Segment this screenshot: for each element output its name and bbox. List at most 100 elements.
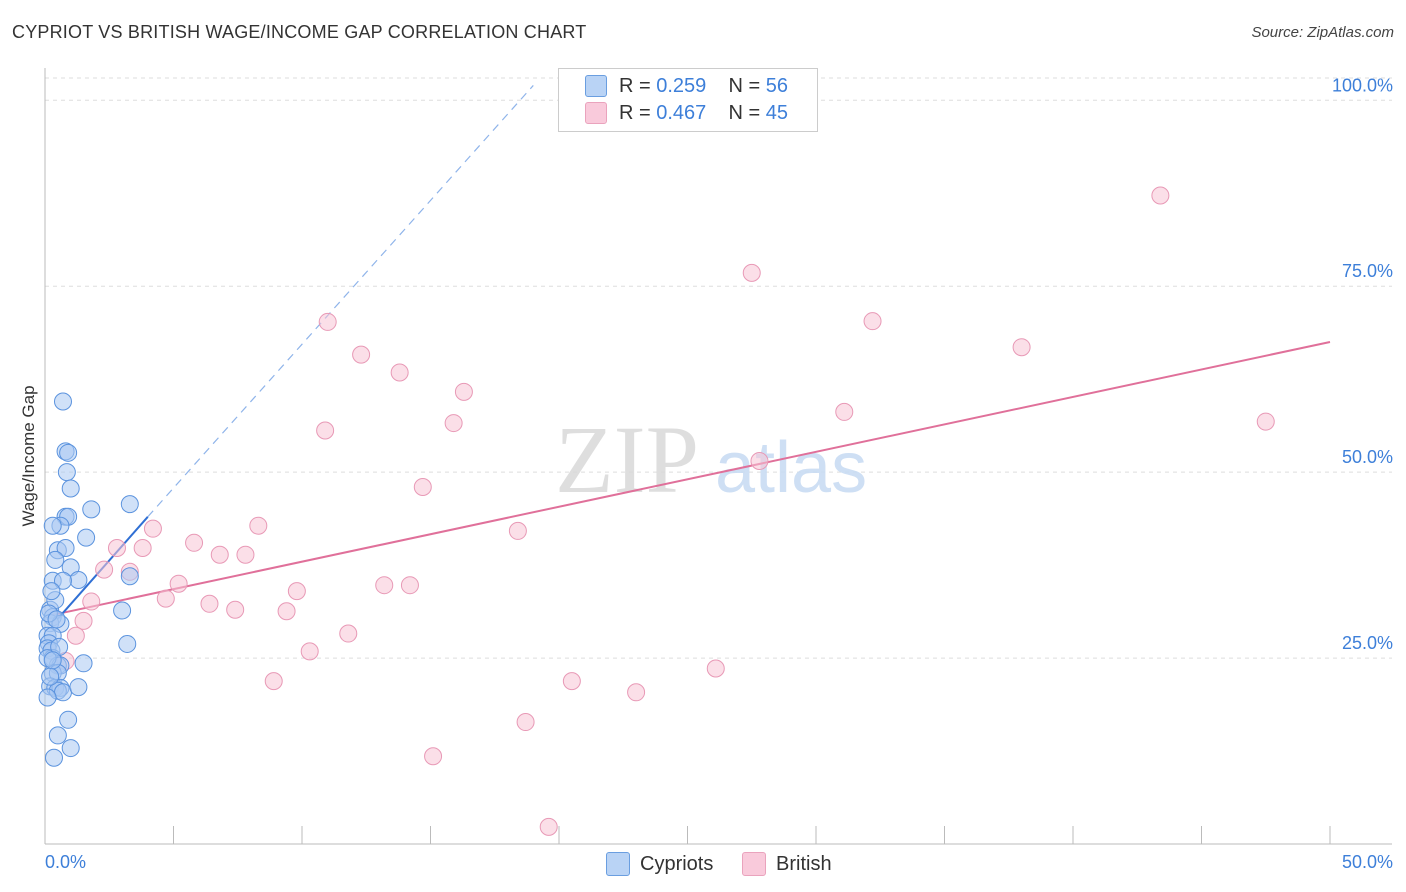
british-legend-swatch	[742, 852, 766, 876]
points-layer	[38, 186, 1275, 836]
cypriots-point	[57, 463, 76, 482]
cypriots-point	[120, 495, 139, 514]
y-axis-title: Wage/Income Gap	[19, 385, 38, 526]
cypriots-r-value: 0.259	[656, 74, 707, 97]
trend-layer	[52, 85, 1331, 620]
british-point	[133, 539, 152, 558]
cypriots-point	[120, 567, 139, 586]
cypriots-legend-swatch	[606, 852, 630, 876]
british-legend-label: British	[776, 852, 832, 875]
cypriots-swatch	[585, 75, 607, 97]
cypriots-point	[53, 683, 72, 702]
british-point	[143, 519, 162, 538]
british-n-value: 45	[765, 101, 789, 124]
british-point	[74, 611, 93, 630]
british-point	[200, 594, 219, 613]
cypriots-point	[46, 550, 65, 569]
british-point	[562, 672, 581, 691]
british-point	[742, 263, 761, 282]
british-point	[454, 382, 473, 401]
british-r-value: 0.467	[656, 101, 707, 124]
cypriots-legend-label: Cypriots	[640, 852, 714, 875]
cypriots-n-label: N =	[728, 74, 766, 97]
cypriots-point	[47, 610, 66, 629]
cypriots-point	[56, 539, 75, 558]
cypriots-point	[41, 667, 60, 686]
watermark-zip: ZIP	[555, 406, 699, 513]
british-point	[318, 312, 337, 331]
axis-layer	[44, 68, 1392, 845]
british-point	[316, 421, 335, 440]
british-point	[249, 516, 268, 535]
british-point	[339, 624, 358, 643]
y-tick-label: 75.0%	[1342, 261, 1393, 281]
y-tick-label: 100.0%	[1332, 75, 1393, 95]
british-point	[750, 452, 769, 470]
british-point	[82, 592, 101, 611]
british-point	[835, 402, 854, 421]
british-point	[156, 589, 175, 608]
chart-title: CYPRIOT VS BRITISH WAGE/INCOME GAP CORRE…	[12, 22, 587, 42]
british-point	[539, 817, 558, 836]
cypriots-point	[53, 392, 72, 411]
y-tick-label: 25.0%	[1342, 633, 1393, 653]
cypriots-point	[42, 582, 61, 601]
british-point	[375, 576, 394, 595]
cypriots-point	[59, 443, 78, 462]
british-point	[210, 545, 229, 564]
british-point	[287, 582, 306, 601]
cypriots-point	[74, 654, 93, 673]
british-point	[390, 363, 409, 382]
x-tick-label-min: 0.0%	[45, 852, 86, 872]
correlation-legend: R = 0.259 N = 56 R = 0.467 N = 45	[558, 68, 818, 132]
cypriots-point	[118, 634, 137, 653]
british-point	[185, 533, 204, 552]
british-point	[627, 683, 646, 702]
british-trend-line	[52, 341, 1331, 616]
british-point	[226, 600, 245, 619]
british-point	[95, 560, 114, 579]
legend-item-cypriots[interactable]: Cypriots	[606, 852, 713, 876]
british-n-label: N =	[728, 101, 766, 124]
british-point	[863, 312, 882, 331]
cypriots-point	[44, 748, 63, 767]
british-point	[352, 345, 371, 364]
source-label: Source: ZipAtlas.com	[1251, 24, 1394, 41]
british-point	[1012, 338, 1031, 357]
legend-item-british[interactable]: British	[742, 852, 832, 876]
british-point	[277, 602, 296, 621]
british-swatch	[585, 102, 607, 124]
british-point	[413, 478, 432, 497]
cypriots-point	[48, 726, 67, 745]
x-tick-label-max: 50.0%	[1342, 852, 1393, 872]
y-tick-label: 50.0%	[1342, 447, 1393, 467]
cypriots-point	[43, 651, 62, 670]
label-layer: 25.0% 50.0% 75.0% 100.0% 0.0% 50.0%	[45, 75, 1393, 872]
british-r-label: R =	[619, 101, 657, 124]
british-point	[706, 659, 725, 678]
cypriots-point	[113, 601, 132, 620]
cypriots-r-label: R =	[619, 74, 657, 97]
british-point	[400, 576, 419, 595]
grid-layer	[45, 77, 1392, 659]
british-point	[107, 539, 126, 558]
cypriots-point	[61, 479, 80, 498]
cypriots-point	[69, 570, 88, 589]
cypriots-point	[69, 678, 88, 697]
cypriots-n-value: 56	[765, 74, 789, 97]
british-point	[169, 574, 188, 593]
cypriots-point	[61, 739, 80, 758]
british-point	[516, 713, 535, 732]
british-point	[508, 521, 527, 540]
british-point	[66, 626, 85, 645]
cypriots-point	[77, 528, 96, 547]
cypriots-point	[43, 516, 62, 535]
british-point	[300, 642, 319, 661]
cypriots-point	[59, 710, 78, 729]
british-point	[1151, 186, 1170, 205]
cypriots-point	[38, 688, 57, 707]
british-point	[424, 747, 443, 766]
british-point	[444, 414, 463, 433]
cypriots-point	[53, 571, 72, 590]
